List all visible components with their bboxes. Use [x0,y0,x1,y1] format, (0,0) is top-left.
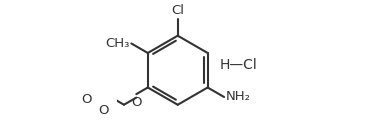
Text: NH₂: NH₂ [225,90,250,103]
Text: CH₃: CH₃ [106,37,130,50]
Text: H—Cl: H—Cl [219,58,257,72]
Text: Cl: Cl [171,4,184,17]
Text: O: O [131,95,141,108]
Text: O: O [98,104,109,117]
Text: O: O [81,93,91,106]
